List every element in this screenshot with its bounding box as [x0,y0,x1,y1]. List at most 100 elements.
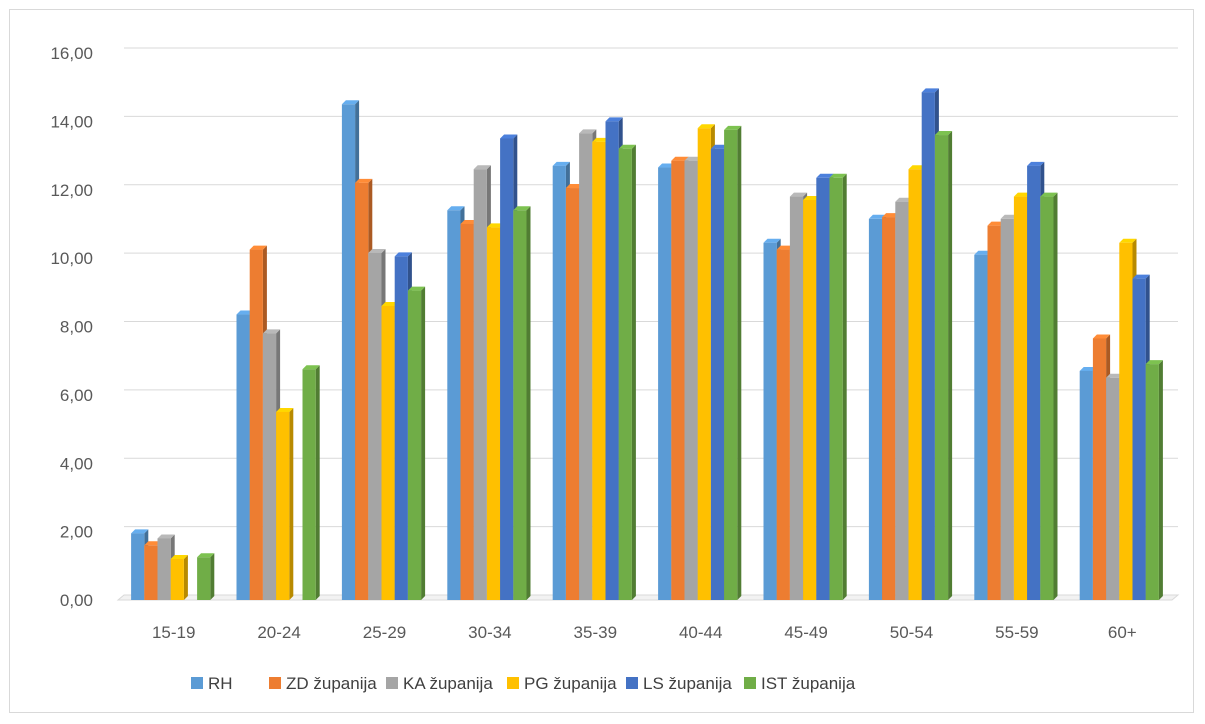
x-tick-label: 35-39 [574,623,617,642]
bar-front [710,148,725,600]
bar [618,144,636,600]
y-tick-label: 6,00 [60,386,93,405]
bar-front [684,160,698,601]
bar-front [724,129,738,600]
bar-top [658,163,676,168]
bar-front [197,557,211,600]
bar-front [895,201,909,600]
bar-front [1145,364,1159,600]
bar-front [1040,196,1054,600]
bar-front [157,538,171,600]
bar-top [262,329,281,334]
legend-swatch [626,677,638,689]
bar-front [565,188,580,600]
bar-front [974,254,988,601]
y-tick-label: 4,00 [60,454,93,473]
bar-front [236,314,250,600]
x-tick-label: 20-24 [257,623,300,642]
bar [829,173,847,601]
bar [1145,360,1163,600]
bar-top [671,156,689,161]
bar-front [394,256,408,600]
bar-top [276,407,294,412]
bar-front [671,160,685,601]
bar-front [1013,196,1028,600]
x-tick-label: 25-29 [363,623,406,642]
bar-top [1145,360,1163,365]
bar-front [513,210,527,600]
bar-side [421,286,426,600]
bar-top [157,534,175,539]
bar-top [921,88,939,93]
bar-top [684,156,702,161]
bar-side [526,206,531,600]
bar-front [1132,278,1146,600]
bar-front [908,169,922,601]
bar-front [486,227,501,600]
bar-top [486,223,505,228]
bar-front [1027,165,1041,600]
bar-top [882,213,900,218]
bar-top [934,131,953,136]
bar-front [776,249,790,600]
y-tick-label: 8,00 [60,318,93,337]
bar-front [1092,338,1107,600]
bar [1040,192,1058,600]
bar-top [197,553,215,558]
bar-top [341,100,360,105]
x-tick-label: 15-19 [152,623,195,642]
bar-top [908,165,926,170]
bar-top [473,165,491,170]
bar-front [131,533,145,600]
bar-top [552,161,570,166]
bar-front [552,165,566,600]
bar-front [262,333,277,600]
legend-swatch [507,677,519,689]
bar-top [249,245,267,250]
bar-top [974,250,992,255]
bar-top [1092,334,1111,339]
legend-label: PG županija [524,674,617,693]
bar-top [1013,192,1032,197]
bar-side [210,553,215,600]
bar-front [605,121,619,600]
bar-top [1040,192,1058,197]
bar-side [1158,360,1163,600]
x-tick-label: 55-59 [995,623,1038,642]
bar-top [579,129,597,134]
bar-top [447,206,465,211]
x-tick-label: 30-34 [468,623,511,642]
bar-top [618,144,636,149]
bar-top [724,125,742,130]
bar-front [618,148,632,600]
legend-label: KA županija [403,674,493,693]
bar-front [803,200,817,600]
bar-front [592,141,606,600]
bar-front [789,196,804,600]
bar-front [368,252,382,600]
bar [276,407,294,600]
bar-front [934,135,949,601]
bar-top [803,196,821,201]
bar-front [249,249,263,600]
bar-side [315,365,320,600]
bar [724,125,742,600]
bar-front [868,218,883,600]
bar [934,131,953,601]
bar-top [1106,373,1124,378]
bar-top [394,252,412,257]
bar-front [144,545,158,600]
bar-front [1000,218,1014,600]
y-tick-label: 12,00 [50,181,93,200]
bar-top [1079,366,1097,371]
bar-front [170,558,184,600]
bar-top [1027,161,1045,166]
bar-top [381,301,399,306]
x-tick-label: 50-54 [890,623,933,642]
bar-top [355,178,373,183]
bar-top [1132,274,1150,279]
bar-top [1119,238,1137,243]
bar-side [631,144,636,600]
bar-top [710,144,729,149]
bar-top [407,286,426,291]
